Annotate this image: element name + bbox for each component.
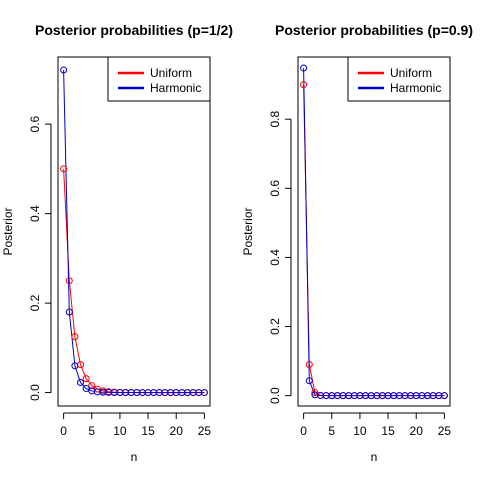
data-point <box>82 385 90 393</box>
series-points-harmonic <box>300 64 448 400</box>
data-point <box>305 361 313 369</box>
data-point <box>77 379 85 387</box>
data-point <box>60 66 68 74</box>
data-point <box>71 362 79 370</box>
x-tick-label: 20 <box>170 424 184 438</box>
data-point <box>60 165 68 173</box>
chart-title: Posterior probabilities (p=1/2) <box>35 22 233 38</box>
chart-title: Posterior probabilities (p=0.9) <box>275 22 473 38</box>
chart-panels: Posterior probabilities (p=1/2) 0 5 10 15 20 2… <box>1 22 473 464</box>
data-point <box>300 64 308 72</box>
data-point <box>65 277 73 285</box>
y-tick-label: 0.2 <box>268 318 282 335</box>
y-tick-label: 0.0 <box>28 384 42 401</box>
x-tick-label: 0 <box>60 424 67 438</box>
y-tick-label: 0.0 <box>268 387 282 404</box>
y-tick-label: 0.4 <box>28 205 42 222</box>
legend-box <box>347 56 451 102</box>
chart-panel-2: Posterior probabilities (p=0.9) 0 5 10 15 20 2… <box>241 22 473 464</box>
x-axis: 0 5 10 15 20 25 <box>300 412 452 438</box>
x-tick-label: 15 <box>141 424 155 438</box>
x-tick-label: 25 <box>438 424 452 438</box>
data-point <box>200 389 208 397</box>
legend-label: Harmonic <box>150 81 201 95</box>
y-tick-label: 0.2 <box>28 294 42 311</box>
x-axis-label: n <box>371 450 378 464</box>
x-tick-label: 25 <box>198 424 212 438</box>
data-point <box>300 81 308 89</box>
y-tick-label: 0.8 <box>268 111 282 128</box>
data-point <box>65 308 73 316</box>
y-axis-label: Posterior <box>1 207 15 255</box>
x-tick-label: 5 <box>328 424 335 438</box>
y-axis: 0.0 0.2 0.4 0.6 <box>28 115 52 401</box>
legend-label: Uniform <box>150 66 192 80</box>
data-point <box>305 377 313 385</box>
y-axis-label: Posterior <box>241 207 255 255</box>
data-point <box>88 382 96 390</box>
series-points-harmonic <box>60 66 208 397</box>
x-tick-label: 20 <box>410 424 424 438</box>
y-axis: 0.0 0.2 0.4 0.6 0.8 <box>268 111 292 404</box>
x-tick-label: 10 <box>113 424 127 438</box>
x-tick-label: 15 <box>381 424 395 438</box>
legend-label: Harmonic <box>390 81 441 95</box>
y-tick-label: 0.4 <box>268 249 282 266</box>
data-point <box>311 389 319 397</box>
data-point <box>82 375 90 383</box>
data-point <box>71 333 79 341</box>
x-axis-label: n <box>131 450 138 464</box>
legend-box <box>107 56 211 102</box>
x-axis: 0 5 10 15 20 25 <box>60 412 212 438</box>
legend-label: Uniform <box>390 66 432 80</box>
y-tick-label: 0.6 <box>28 115 42 132</box>
chart-panel-1: Posterior probabilities (p=1/2) 0 5 10 15 20 2… <box>1 22 233 464</box>
x-tick-label: 10 <box>353 424 367 438</box>
y-tick-label: 0.6 <box>268 180 282 197</box>
x-tick-label: 0 <box>300 424 307 438</box>
data-point <box>440 392 448 400</box>
x-tick-label: 5 <box>88 424 95 438</box>
